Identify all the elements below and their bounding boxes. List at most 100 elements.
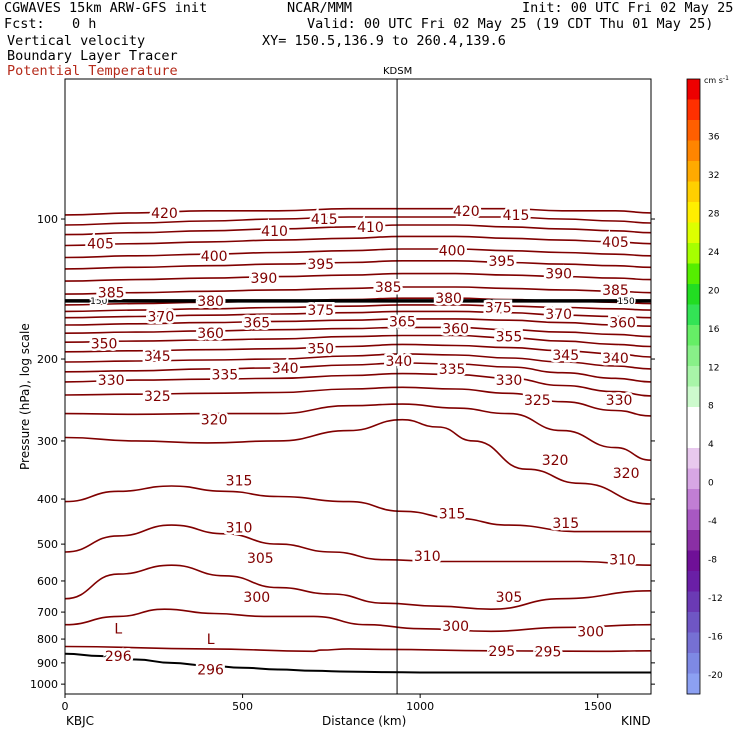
contour-label: 390 bbox=[545, 267, 572, 283]
colorbar-bin bbox=[687, 407, 700, 428]
contour-label: 395 bbox=[307, 257, 334, 273]
contour-label: 335 bbox=[211, 368, 238, 384]
colorbar-tick-label: 24 bbox=[708, 248, 720, 258]
colorbar-bin bbox=[687, 304, 700, 326]
colorbar-bin bbox=[687, 263, 700, 285]
theta-line-345 bbox=[64, 353, 652, 370]
theta-line-325 bbox=[64, 403, 652, 461]
y-tick-label: 800 bbox=[37, 633, 58, 646]
contour-label: 320 bbox=[201, 413, 228, 429]
valid-time: Valid: 00 UTC Fri 02 May 25 (19 CDT Thu … bbox=[307, 16, 714, 32]
colorbar-bin bbox=[687, 181, 700, 203]
colorbar-bin bbox=[687, 345, 700, 367]
colorbar-bin bbox=[687, 448, 700, 469]
y-tick-label: 300 bbox=[37, 435, 58, 448]
contour-label: 360 bbox=[609, 316, 636, 332]
contour-label: 300 bbox=[577, 624, 604, 640]
field-vertical-velocity: Vertical velocity bbox=[7, 33, 146, 49]
colorbar-frame bbox=[686, 78, 701, 695]
contour-label: 300 bbox=[442, 619, 469, 635]
tropopause-label-right: 150 bbox=[618, 297, 635, 307]
y-tick-label: 200 bbox=[37, 353, 58, 366]
contour-label: 315 bbox=[552, 516, 579, 532]
theta-line-335 bbox=[64, 372, 652, 397]
contour-label: 295 bbox=[535, 644, 562, 660]
contour-label: 405 bbox=[602, 235, 629, 251]
colorbar-bin bbox=[687, 366, 700, 387]
colorbar-bin bbox=[687, 468, 700, 490]
contour-label: 295 bbox=[488, 644, 515, 660]
colorbar-bin bbox=[687, 509, 700, 531]
contour-label: 340 bbox=[602, 351, 629, 367]
contour-label: 385 bbox=[375, 280, 402, 296]
overlay-lines: 150 150 bbox=[64, 79, 651, 694]
theta-line-330 bbox=[64, 386, 652, 417]
contour-label: 410 bbox=[261, 224, 288, 240]
contour-label: 350 bbox=[91, 336, 118, 352]
colorbar-tick-label: 12 bbox=[708, 363, 719, 373]
contour-label: L bbox=[114, 622, 122, 638]
colorbar-bin bbox=[687, 550, 700, 572]
y-tick-label: 100 bbox=[37, 213, 58, 226]
contour-label: 325 bbox=[524, 393, 551, 409]
axes: 100 200 300 400 500 600 700 800 900 1000 0 500 1000 1… bbox=[30, 213, 655, 713]
colorbar-tick-label: 4 bbox=[708, 440, 714, 450]
colorbar-bin bbox=[687, 284, 700, 305]
contour-label: 330 bbox=[98, 373, 125, 389]
colorbar: 36 32 28 24 20 16 12 8 4 0 -4 -8 -12 -16 -20 bbox=[686, 78, 723, 695]
contour-label: 340 bbox=[272, 361, 299, 377]
colorbar-tick-label: -12 bbox=[708, 594, 723, 604]
colorbar-bin bbox=[687, 530, 700, 551]
theta-line-340 bbox=[64, 362, 652, 383]
colorbar-bin bbox=[687, 571, 700, 592]
contour-label: 365 bbox=[389, 314, 416, 330]
contour-label: 360 bbox=[197, 326, 224, 342]
colorbar-tick-label: 8 bbox=[708, 402, 714, 412]
theta-line-315 bbox=[64, 485, 651, 533]
y-tick-label: 400 bbox=[37, 493, 58, 506]
theta-line-350 bbox=[64, 343, 652, 358]
y-tick-label: 900 bbox=[37, 657, 58, 670]
theta-line-365 bbox=[64, 318, 652, 327]
theta-line-370 bbox=[64, 310, 652, 319]
colorbar-bin bbox=[687, 202, 700, 223]
contour-label: 405 bbox=[87, 237, 114, 253]
contour-label: 370 bbox=[545, 307, 572, 323]
colorbar-bin bbox=[687, 243, 700, 264]
contour-label: 360 bbox=[442, 322, 469, 338]
colorbar-bin bbox=[687, 653, 700, 674]
theta-line-420 bbox=[64, 207, 652, 216]
field-boundary-layer-tracer: Boundary Layer Tracer bbox=[7, 48, 178, 64]
contour-label: 350 bbox=[307, 342, 334, 358]
theta-line-410 bbox=[64, 224, 652, 236]
contour-label: 380 bbox=[197, 294, 224, 310]
contour-label: 345 bbox=[552, 348, 579, 364]
contour-label: 310 bbox=[609, 553, 636, 569]
contour-label: 395 bbox=[488, 254, 515, 270]
contour-label: 330 bbox=[606, 393, 633, 409]
contour-label: 296 bbox=[105, 649, 132, 665]
colorbar-unit: cm s-1 bbox=[704, 75, 729, 85]
model-title: CGWAVES 15km ARW-GFS init bbox=[4, 0, 208, 16]
contour-label: 300 bbox=[243, 590, 270, 606]
terrain-line bbox=[64, 652, 651, 674]
fcst-value: 0 h bbox=[72, 16, 97, 32]
contour-label: 305 bbox=[247, 551, 274, 567]
colorbar-tick-label: -8 bbox=[708, 555, 717, 565]
contour-label: 385 bbox=[98, 286, 125, 302]
contour-label: 335 bbox=[439, 362, 466, 378]
contour-label: 400 bbox=[439, 244, 466, 260]
contour-label: 345 bbox=[144, 349, 171, 365]
right-station: KIND bbox=[621, 714, 651, 728]
colorbar-bin bbox=[687, 427, 700, 449]
x-tick-label: 0 bbox=[62, 700, 69, 713]
y-tick-label: 1000 bbox=[30, 678, 58, 691]
plot-frame bbox=[64, 78, 652, 695]
contour-label: 310 bbox=[414, 549, 441, 565]
colorbar-bin bbox=[687, 140, 700, 162]
contour-label: 415 bbox=[311, 212, 338, 228]
contour-label: 375 bbox=[307, 303, 334, 319]
contour-label: L bbox=[207, 632, 215, 648]
contour-label: 390 bbox=[251, 271, 278, 287]
colorbar-tick-label: 36 bbox=[708, 133, 720, 143]
